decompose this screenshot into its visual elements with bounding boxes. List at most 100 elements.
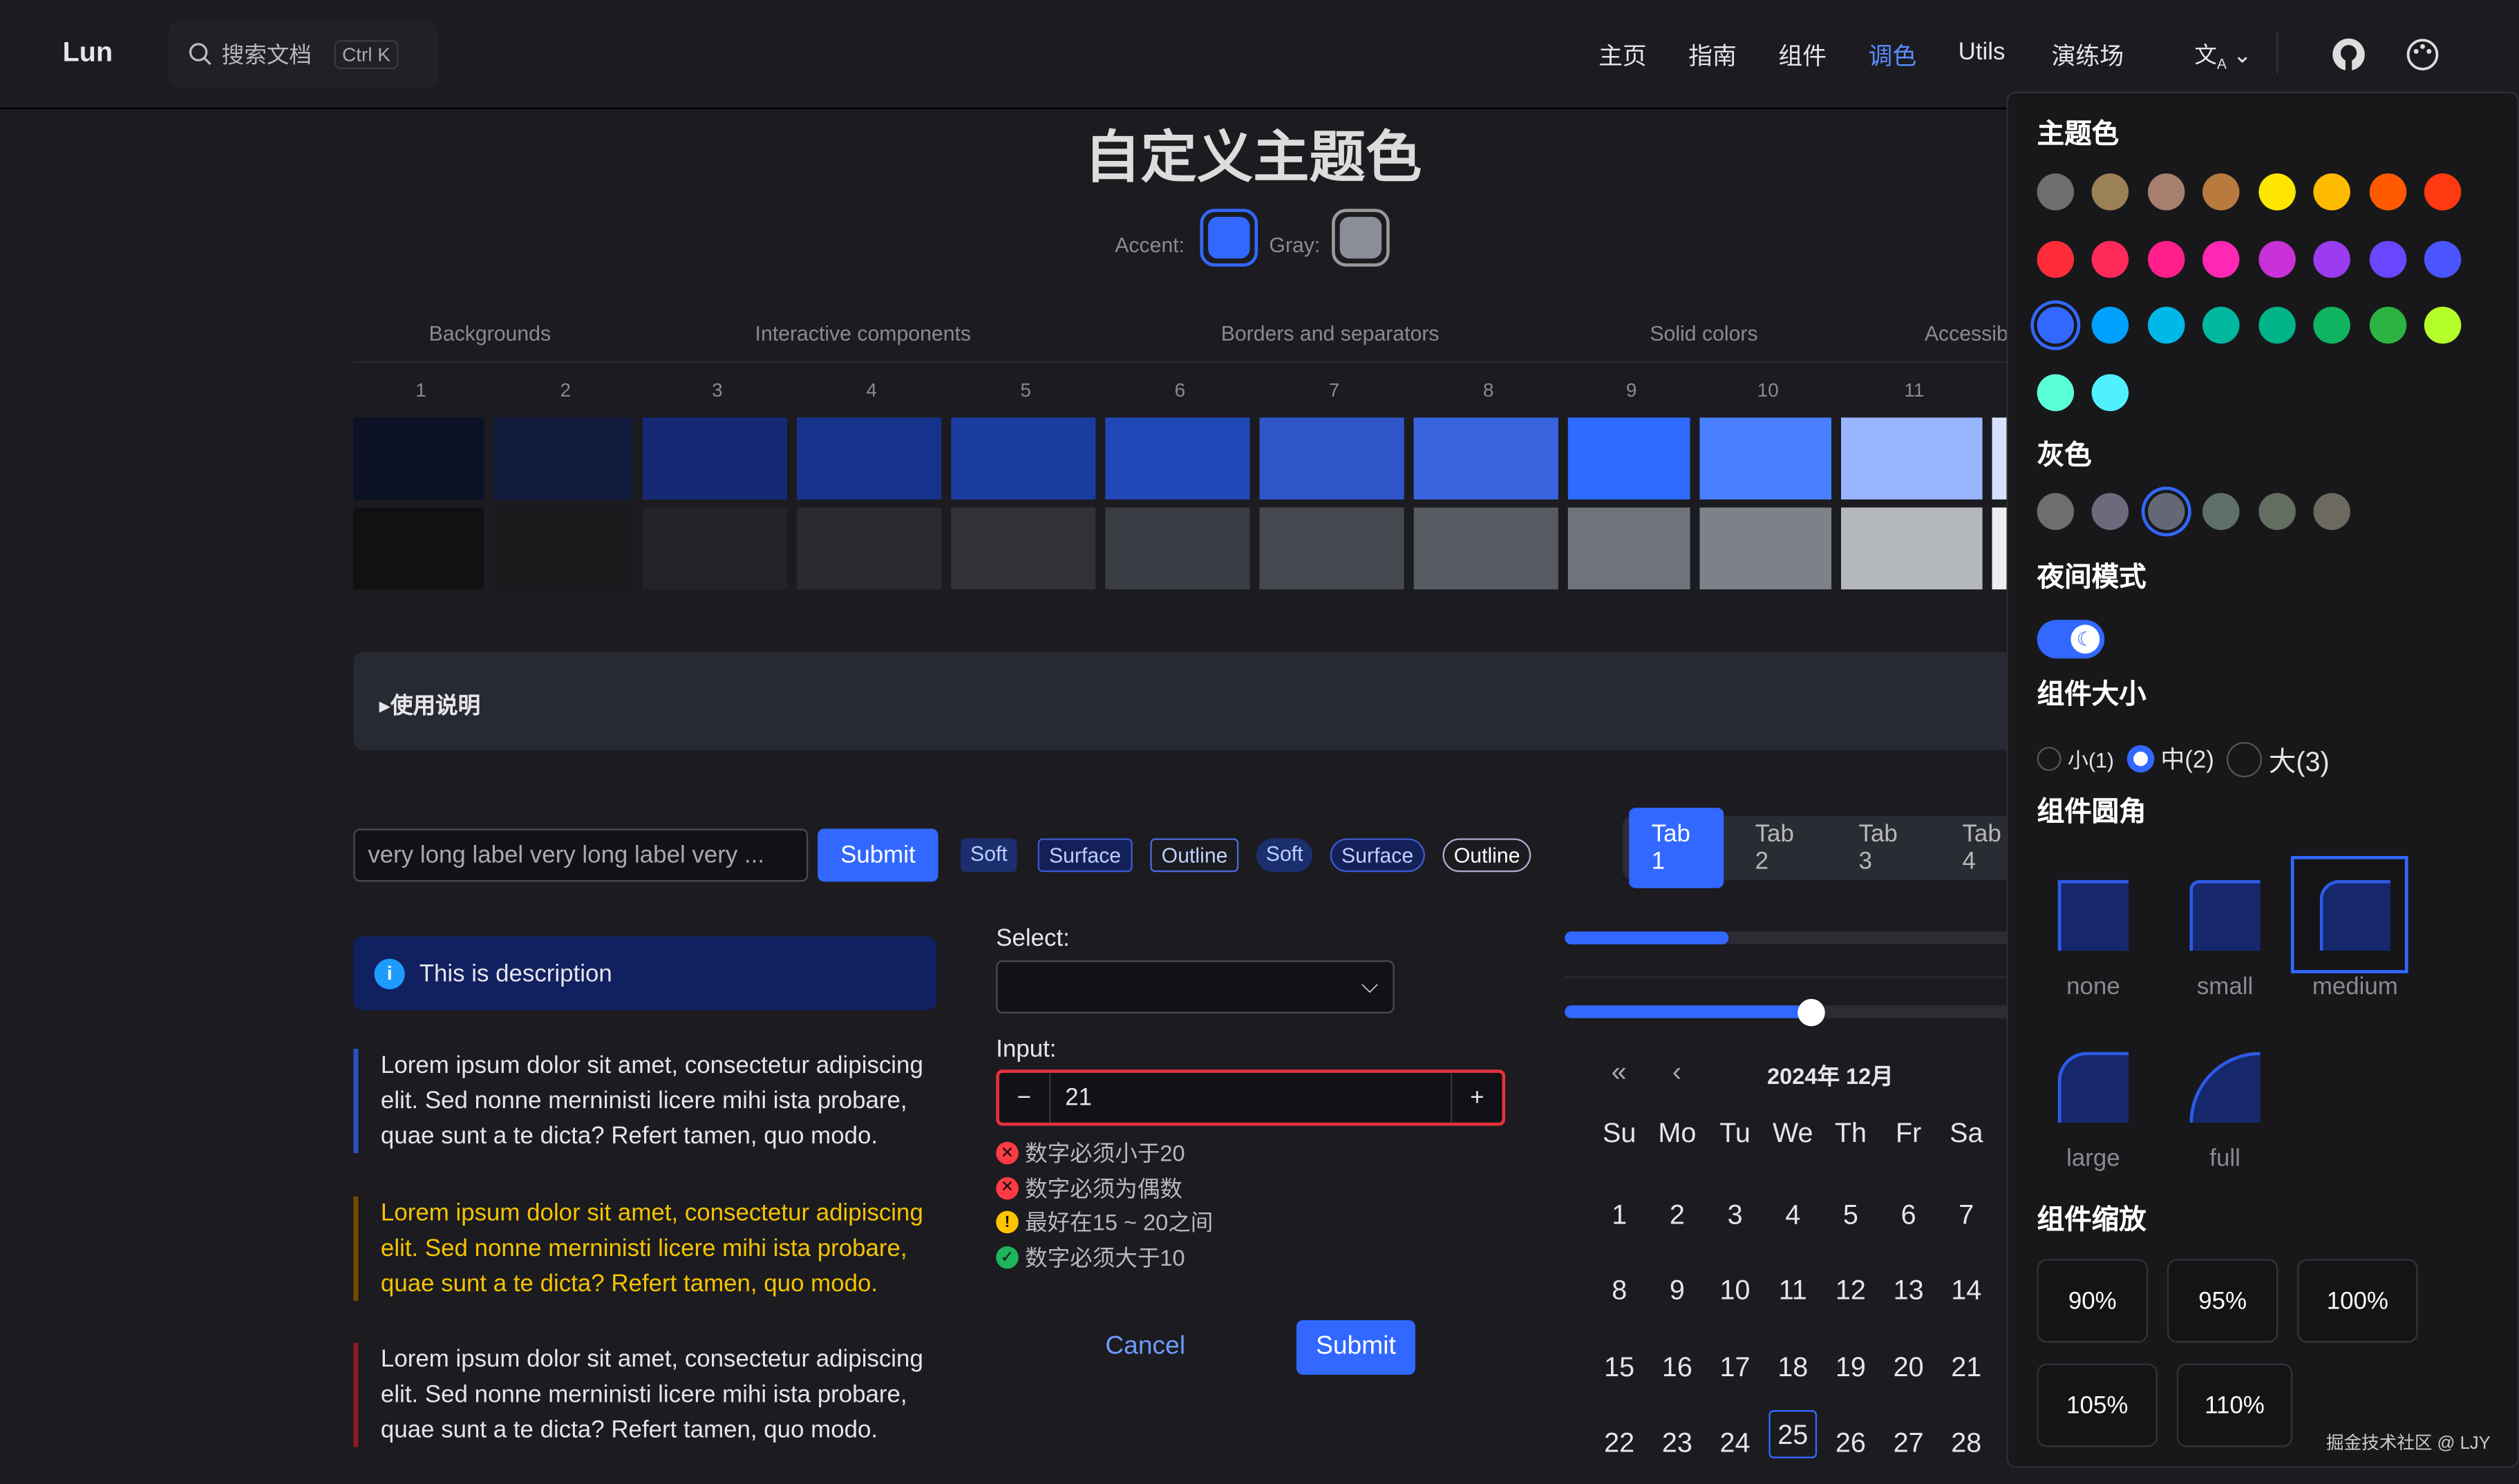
calendar-day[interactable]: 19 — [1835, 1351, 1866, 1382]
theme-color-swatch[interactable] — [2202, 306, 2240, 344]
gray-step-swatch[interactable] — [493, 507, 633, 590]
scale-100[interactable]: 100% — [2297, 1259, 2418, 1343]
theme-color-swatch[interactable] — [2091, 373, 2129, 410]
scale-110[interactable]: 110% — [2176, 1363, 2293, 1447]
calendar-day[interactable]: 6 — [1900, 1199, 1916, 1230]
theme-color-swatch[interactable] — [2258, 306, 2296, 344]
theme-color-swatch[interactable] — [2313, 306, 2350, 344]
theme-color-swatch[interactable] — [2091, 173, 2129, 211]
accent-step-swatch[interactable] — [1413, 417, 1558, 500]
size-medium[interactable]: 中(2) — [2126, 742, 2214, 776]
gray-swatch[interactable] — [1332, 209, 1390, 267]
calendar-day[interactable]: 7 — [1959, 1199, 1974, 1230]
gray-step-swatch[interactable] — [1567, 507, 1690, 590]
scale-95[interactable]: 95% — [2167, 1259, 2279, 1343]
calendar-day[interactable]: 27 — [1893, 1427, 1924, 1458]
theme-color-swatch[interactable] — [2369, 173, 2407, 211]
gray-step-swatch[interactable] — [1413, 507, 1558, 590]
nav-home[interactable]: 主页 — [1598, 43, 1647, 71]
radius-option-small[interactable]: small — [2161, 856, 2290, 1045]
calendar-day[interactable]: 2 — [1669, 1199, 1685, 1230]
radius-option-full[interactable]: full — [2161, 1028, 2290, 1217]
size-small[interactable]: 小(1) — [2037, 743, 2114, 774]
gray-color-swatch[interactable] — [2091, 493, 2129, 531]
gray-step-swatch[interactable] — [1699, 507, 1832, 590]
size-large[interactable]: 大(3) — [2227, 739, 2330, 779]
gray-step-swatch[interactable] — [1259, 507, 1404, 590]
calendar-day[interactable]: 23 — [1661, 1427, 1692, 1458]
scale-90[interactable]: 90% — [2037, 1259, 2148, 1343]
form-submit-button[interactable]: Submit — [1296, 1320, 1415, 1375]
calendar-day[interactable]: 24 — [1719, 1427, 1751, 1458]
theme-color-swatch[interactable] — [2202, 173, 2240, 211]
gray-color-swatch[interactable] — [2258, 493, 2296, 531]
calendar-day[interactable]: 26 — [1835, 1427, 1866, 1458]
slider[interactable] — [1565, 998, 2031, 1027]
prev-year-button[interactable]: « — [1611, 1056, 1627, 1087]
logo[interactable]: Lun — [62, 37, 113, 68]
theme-color-swatch[interactable] — [2037, 240, 2075, 277]
calendar-day[interactable]: 12 — [1835, 1275, 1866, 1306]
theme-color-swatch[interactable] — [2369, 306, 2407, 344]
theme-color-swatch[interactable] — [2147, 173, 2185, 211]
calendar-day[interactable]: 21 — [1951, 1351, 1982, 1382]
gray-color-swatch[interactable] — [2202, 493, 2240, 531]
increment-button[interactable]: + — [1451, 1072, 1502, 1123]
tab-3[interactable]: Tab 3 — [1858, 820, 1898, 875]
nav-components[interactable]: 组件 — [1778, 43, 1827, 71]
gray-step-swatch[interactable] — [797, 507, 942, 590]
theme-color-swatch[interactable] — [2369, 240, 2407, 277]
calendar-day[interactable]: 22 — [1604, 1427, 1635, 1458]
calendar-day[interactable]: 3 — [1727, 1199, 1743, 1230]
number-field[interactable]: 21 — [1065, 1084, 1093, 1112]
search-button[interactable]: 搜索文档 Ctrl K — [169, 19, 439, 88]
prev-month-button[interactable]: ‹ — [1672, 1056, 1682, 1087]
palette-icon[interactable] — [2405, 37, 2440, 72]
gray-step-swatch[interactable] — [951, 507, 1096, 590]
calendar-day[interactable]: 28 — [1951, 1427, 1982, 1458]
dark-mode-toggle[interactable]: ☾ — [2037, 620, 2105, 659]
calendar-day[interactable]: 11 — [1778, 1275, 1807, 1306]
accent-step-swatch[interactable] — [642, 417, 788, 500]
gray-color-swatch[interactable] — [2313, 493, 2350, 531]
nav-guide[interactable]: 指南 — [1688, 43, 1737, 71]
tab-1[interactable]: Tab 1 — [1629, 808, 1724, 888]
gray-step-swatch[interactable] — [642, 507, 788, 590]
calendar-day[interactable]: 13 — [1893, 1275, 1924, 1306]
accent-swatch[interactable] — [1200, 209, 1258, 267]
gray-step-swatch[interactable] — [353, 507, 484, 590]
calendar-day[interactable]: 10 — [1719, 1275, 1751, 1306]
usage-collapsible[interactable]: ▸使用说明 — [353, 651, 2024, 750]
nav-palette[interactable]: 调色 — [1868, 43, 1917, 71]
calendar-day[interactable]: 8 — [1612, 1275, 1628, 1306]
accent-step-swatch[interactable] — [353, 417, 484, 500]
theme-color-swatch[interactable] — [2037, 173, 2075, 211]
theme-color-swatch[interactable] — [2313, 240, 2350, 277]
nav-playground[interactable]: 演练场 — [2051, 43, 2124, 71]
calendar-day[interactable]: 25 — [1768, 1409, 1818, 1458]
theme-color-swatch[interactable] — [2037, 306, 2075, 344]
accent-step-swatch[interactable] — [1105, 417, 1250, 500]
theme-color-swatch[interactable] — [2424, 240, 2462, 277]
radius-option-large[interactable]: large — [2029, 1028, 2158, 1217]
github-icon[interactable] — [2331, 37, 2366, 72]
calendar-day[interactable]: 16 — [1661, 1351, 1692, 1382]
slider-thumb[interactable] — [1797, 998, 1825, 1027]
theme-color-swatch[interactable] — [2424, 173, 2462, 211]
accent-step-swatch[interactable] — [951, 417, 1096, 500]
accent-step-swatch[interactable] — [1259, 417, 1404, 500]
gray-step-swatch[interactable] — [1840, 507, 1983, 590]
tab-4[interactable]: Tab 4 — [1962, 820, 2001, 875]
theme-color-swatch[interactable] — [2202, 240, 2240, 277]
select-dropdown[interactable]: ⌵ — [996, 960, 1395, 1014]
theme-color-swatch[interactable] — [2258, 173, 2296, 211]
theme-color-swatch[interactable] — [2258, 240, 2296, 277]
calendar-day[interactable]: 15 — [1604, 1351, 1635, 1382]
gray-color-swatch[interactable] — [2147, 493, 2185, 531]
gray-step-swatch[interactable] — [1105, 507, 1250, 590]
calendar-day[interactable]: 20 — [1893, 1351, 1924, 1382]
calendar-day[interactable]: 17 — [1719, 1351, 1751, 1382]
accent-step-swatch[interactable] — [797, 417, 942, 500]
theme-color-swatch[interactable] — [2313, 173, 2350, 211]
long-label-input[interactable]: very long label very long label very ... — [353, 828, 809, 882]
